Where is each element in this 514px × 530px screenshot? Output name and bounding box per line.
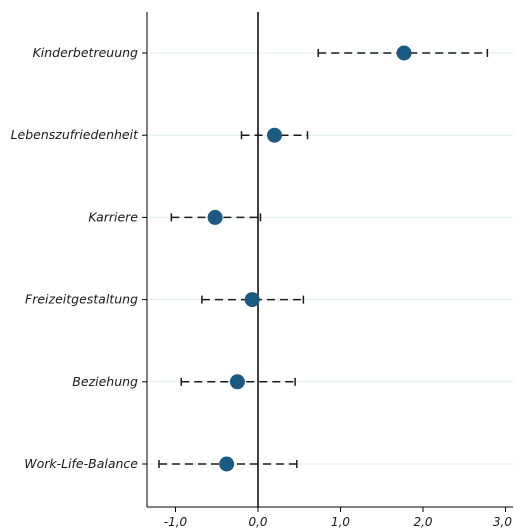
- grid-layer: [147, 52, 513, 465]
- x-tick-label: -1,0: [164, 515, 188, 529]
- category-label: Work-Life-Balance: [24, 456, 138, 471]
- x-tick-layer: -1,0 0,0 1,0 2,0 3,0: [164, 507, 512, 529]
- estimate-point: [219, 456, 235, 472]
- estimate-point: [396, 45, 412, 61]
- category-label: Karriere: [88, 209, 138, 224]
- x-tick-label: 2,0: [413, 515, 432, 529]
- estimate-point: [229, 374, 245, 390]
- estimate-point: [244, 292, 260, 308]
- category-label: Beziehung: [72, 374, 138, 389]
- category-label-layer: Kinderbetreuung Lebenszufriedenheit Karrie…: [11, 45, 147, 471]
- estimate-point: [207, 209, 223, 225]
- x-tick-label: 0,0: [248, 515, 267, 529]
- x-tick-label: 1,0: [331, 515, 350, 529]
- x-tick-label: 3,0: [493, 515, 512, 529]
- estimate-point: [267, 127, 282, 143]
- category-label: Freizeitgestaltung: [25, 292, 138, 307]
- error-bar-layer: [158, 49, 489, 468]
- category-label: Kinderbetreuung: [33, 45, 138, 60]
- category-label: Lebenszufriedenheit: [11, 127, 140, 142]
- point-layer: [207, 45, 412, 472]
